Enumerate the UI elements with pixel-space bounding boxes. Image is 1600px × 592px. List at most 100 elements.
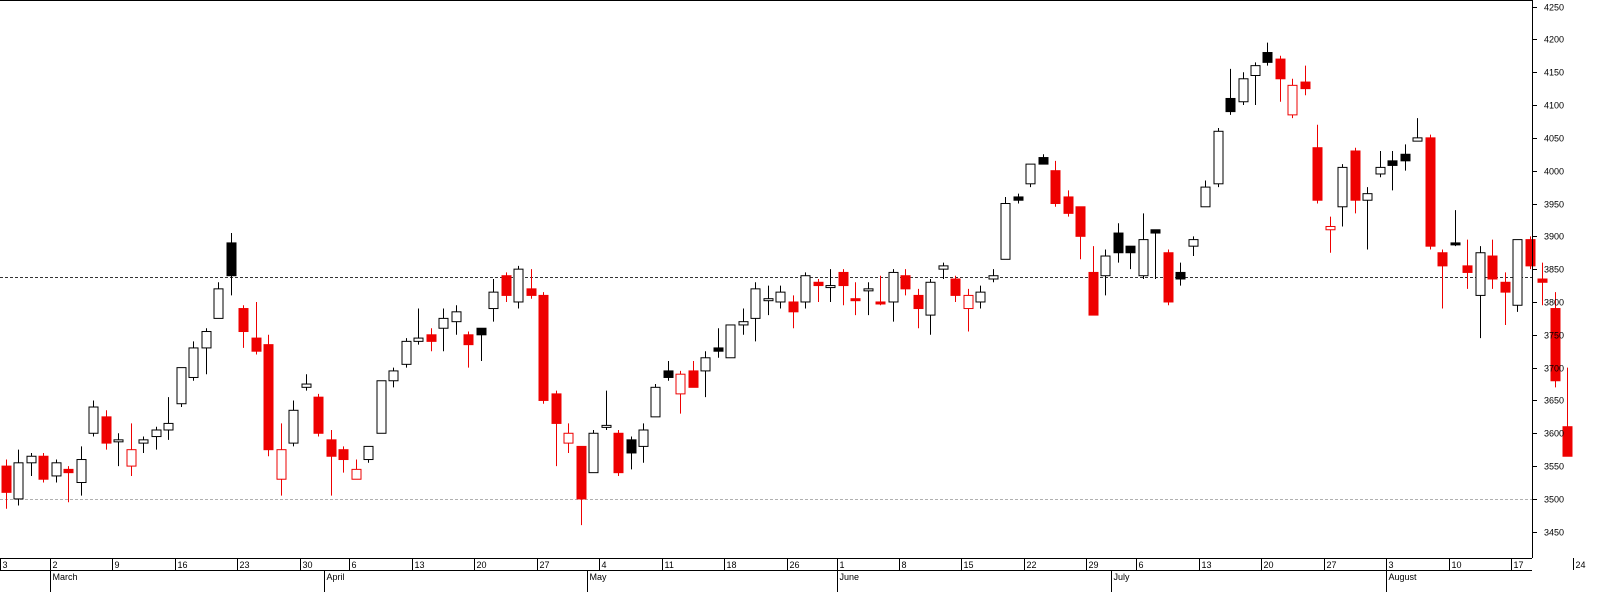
candle-body — [925, 281, 936, 316]
candle-body — [1475, 252, 1486, 296]
candle-body — [188, 347, 199, 378]
candle — [1038, 154, 1049, 165]
candle-body — [1262, 52, 1273, 63]
candle-body — [113, 439, 124, 443]
candle-body — [88, 406, 99, 434]
candle — [1063, 190, 1074, 217]
candle-body — [825, 285, 836, 289]
candle — [63, 466, 74, 503]
candle — [713, 328, 724, 358]
candle — [1050, 160, 1061, 207]
candle — [101, 410, 112, 450]
candle — [1337, 164, 1348, 227]
candle-body — [1350, 150, 1361, 201]
candle — [700, 351, 711, 398]
candle — [451, 305, 462, 335]
candle — [538, 292, 549, 404]
candle-body — [451, 311, 462, 323]
candle-body — [763, 298, 774, 302]
x-day-label: 6 — [1139, 560, 1144, 570]
candle — [988, 269, 999, 283]
candle-body — [63, 468, 74, 474]
candle-body — [1512, 239, 1523, 306]
candle — [800, 272, 811, 309]
x-day-label: 1 — [840, 560, 845, 570]
y-tick-label: 3650 — [1544, 396, 1564, 406]
candle-body — [1, 465, 12, 493]
candle — [1350, 147, 1361, 214]
candle-body — [1050, 170, 1061, 205]
candle — [376, 380, 387, 434]
candle — [1325, 216, 1336, 253]
candle — [675, 370, 686, 414]
candle — [563, 423, 574, 453]
candle — [413, 308, 424, 345]
candle — [38, 452, 49, 483]
x-day-label: 8 — [902, 560, 907, 570]
candle-body — [1100, 255, 1111, 277]
candle-body — [226, 242, 237, 277]
candle — [900, 269, 911, 296]
candle-body — [1450, 242, 1461, 246]
y-axis: 3450 3500 3550 3600 3650 3700 3750 3800 3850 3900… — [0, 0, 1564, 558]
candle — [1200, 180, 1211, 208]
candle — [551, 390, 562, 467]
candle — [238, 305, 249, 348]
candle — [301, 374, 312, 391]
candle — [1262, 42, 1273, 66]
candle-body — [1562, 426, 1573, 457]
candle-body — [488, 291, 499, 310]
candle-body — [688, 370, 699, 388]
candle — [1487, 239, 1498, 289]
candle — [1138, 213, 1149, 279]
candle-body — [288, 409, 299, 444]
x-day-label: 13 — [1202, 560, 1212, 570]
candle — [338, 446, 349, 473]
candle — [138, 436, 149, 453]
candle-body — [1362, 193, 1373, 201]
candle-body — [1000, 203, 1011, 260]
candle — [1188, 236, 1199, 257]
candle — [613, 429, 624, 476]
candle-body — [363, 445, 374, 461]
x-day-label: 27 — [540, 560, 550, 570]
candle — [688, 361, 699, 388]
candle-body — [863, 288, 874, 292]
candle-body — [1425, 137, 1436, 247]
candle — [1425, 134, 1436, 250]
candle-body — [1063, 196, 1074, 214]
candle-body — [813, 281, 824, 287]
candle — [113, 433, 124, 467]
candle-body — [213, 288, 224, 319]
candle-body — [1437, 252, 1448, 267]
x-day-label: 24 — [1576, 560, 1586, 570]
x-day-label: 26 — [790, 560, 800, 570]
candle — [1125, 245, 1136, 270]
x-day-label: 11 — [665, 560, 674, 570]
candle — [1412, 118, 1423, 142]
candle — [1362, 187, 1373, 250]
candle — [1113, 223, 1124, 263]
y-tick-label: 3450 — [1544, 528, 1564, 538]
candle-body — [850, 298, 861, 302]
candle-body — [775, 291, 786, 303]
y-tick-label: 4000 — [1544, 167, 1564, 177]
x-month-label: July — [1114, 572, 1131, 582]
candle — [363, 445, 374, 463]
candle-body — [276, 449, 287, 480]
y-tick-label: 3500 — [1544, 495, 1564, 505]
candle-body — [501, 275, 512, 296]
y-tick-label: 3900 — [1544, 232, 1564, 242]
y-tick-label: 4200 — [1544, 35, 1564, 45]
candle-body — [313, 396, 324, 434]
x-month-label: March — [53, 572, 78, 582]
candle-body — [1250, 65, 1261, 76]
candle-body — [1150, 229, 1161, 234]
candle — [925, 279, 936, 335]
candle — [476, 327, 487, 362]
candle-body — [750, 288, 761, 319]
candle-body — [1462, 265, 1473, 273]
candle — [201, 328, 212, 375]
candle-body — [738, 321, 749, 326]
